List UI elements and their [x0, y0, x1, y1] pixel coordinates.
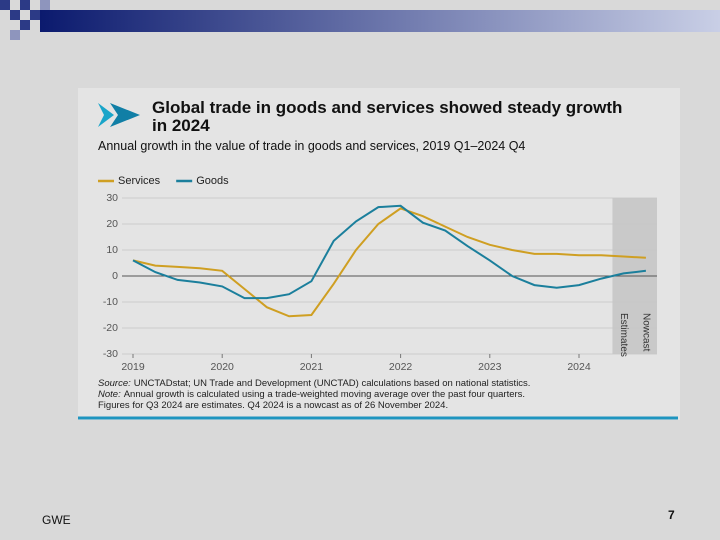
y-tick-label: 20 — [106, 218, 118, 230]
y-tick-label: -10 — [103, 296, 118, 308]
x-tick-label: 2021 — [300, 361, 324, 373]
note-label: Note: — [98, 389, 121, 400]
note-label: Source: — [98, 378, 131, 389]
series-line — [132, 207, 646, 318]
legend-label: Goods — [196, 175, 229, 187]
note-text: Figures for Q3 2024 are estimates. Q4 20… — [98, 400, 449, 411]
footer-text: GWE — [42, 513, 71, 527]
x-tick-label: 2023 — [478, 361, 502, 373]
y-tick-label: -20 — [103, 322, 118, 334]
note: Figures for Q3 2024 are estimates. Q4 20… — [98, 400, 658, 411]
chart-subtitle: Annual growth in the value of trade in g… — [98, 139, 526, 153]
notes: Source: UNCTADstat; UN Trade and Developm… — [98, 378, 658, 411]
note: Source: UNCTADstat; UN Trade and Developm… — [98, 378, 658, 389]
header-squares — [0, 0, 50, 40]
y-tick-label: 10 — [106, 244, 118, 256]
note-text: UNCTADstat; UN Trade and Development (UN… — [133, 378, 531, 389]
header-banner — [40, 10, 720, 32]
note: Note: Annual growth is calculated using a… — [98, 389, 658, 400]
annotation: Estimates — [618, 313, 629, 357]
note-text: Annual growth is calculated using a trad… — [123, 389, 526, 400]
x-tick-label: 2019 — [121, 361, 145, 373]
x-tick-label: 2024 — [567, 361, 591, 373]
chart-title: Global trade in goods and services showe… — [152, 98, 623, 135]
series-line — [132, 204, 647, 300]
legend-label: Services — [118, 175, 161, 187]
y-tick-label: 0 — [112, 270, 118, 282]
y-tick-label: 30 — [106, 192, 118, 204]
logo — [110, 103, 140, 127]
annotation: Nowcast — [640, 313, 651, 352]
page-number: 7 — [668, 508, 675, 522]
x-tick-label: 2020 — [211, 361, 235, 373]
logo — [98, 103, 114, 127]
y-tick-label: -30 — [103, 348, 118, 360]
chart-panel — [78, 88, 680, 420]
x-tick-label: 2022 — [389, 361, 413, 373]
